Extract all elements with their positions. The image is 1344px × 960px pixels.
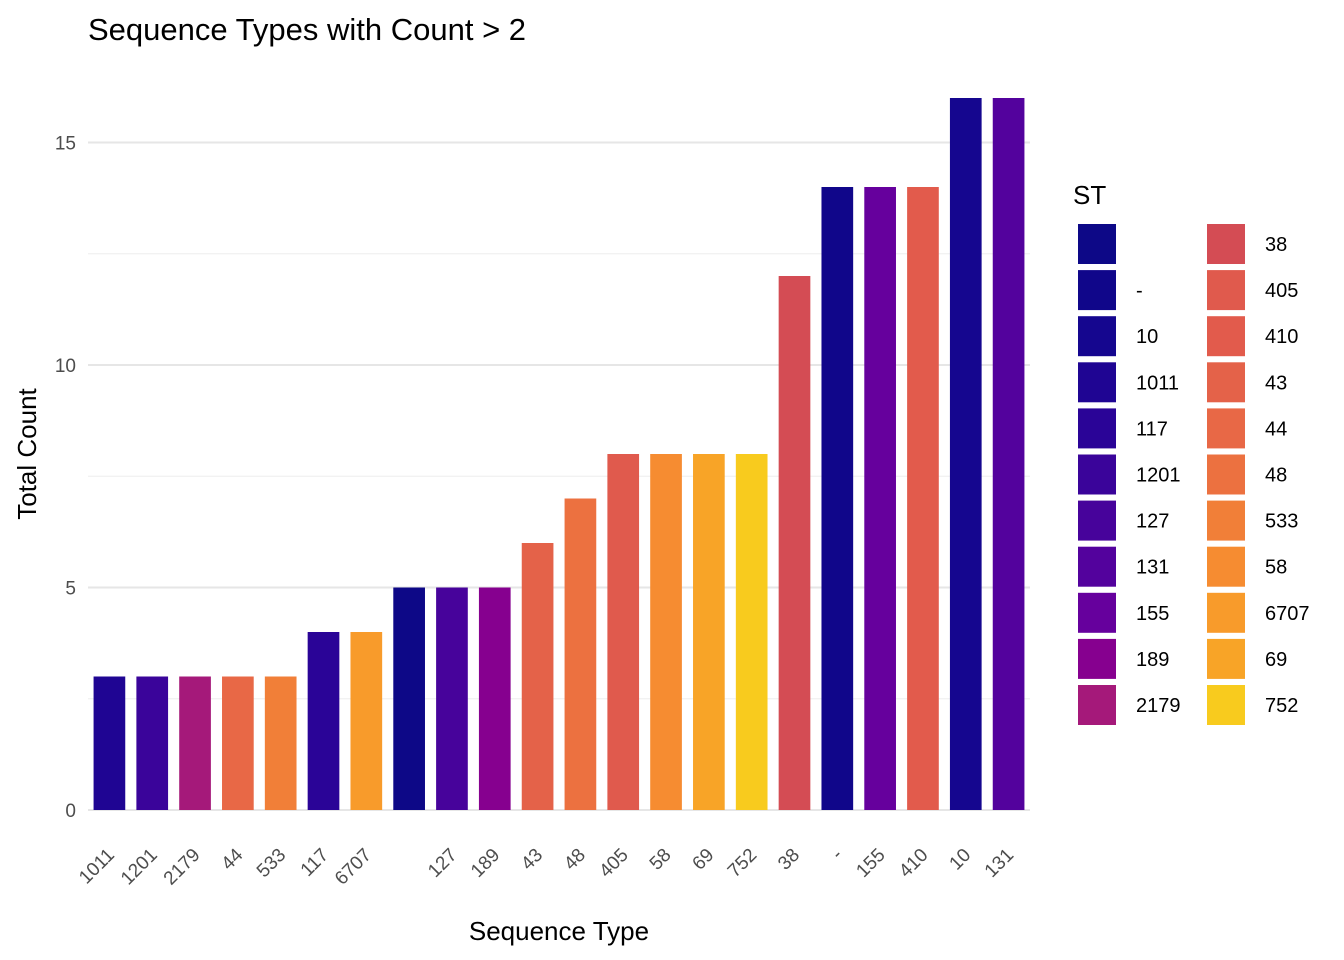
legend-key (1207, 592, 1245, 633)
legend-label: 10 (1136, 326, 1158, 348)
x-tick-label: 1201 (117, 845, 162, 890)
legend-label: 533 (1265, 511, 1298, 533)
y-tick-label: 0 (65, 801, 76, 822)
x-tick-label: 2179 (160, 845, 205, 890)
legend-label: 43 (1265, 372, 1287, 394)
x-tick-label: 117 (297, 845, 333, 881)
legend-key (1078, 546, 1116, 587)
bar (650, 454, 682, 810)
bar (179, 676, 211, 810)
x-tick-label: 131 (981, 845, 1018, 882)
y-tick-label: 5 (65, 579, 76, 600)
x-tick-label: 10 (946, 845, 976, 875)
legend-label: 2179 (1136, 695, 1181, 717)
legend-label: 58 (1265, 557, 1287, 579)
legend-label: 189 (1136, 649, 1169, 671)
legend-label: 405 (1265, 280, 1298, 302)
legend-key (1078, 454, 1116, 495)
bars (93, 98, 1025, 810)
bar (307, 632, 340, 810)
legend-key (1207, 454, 1245, 495)
legend-key (1078, 316, 1116, 357)
y-tick-label: 15 (55, 134, 76, 155)
x-tick-label: 410 (895, 845, 932, 882)
legend-key (1207, 638, 1245, 679)
bar (693, 454, 725, 810)
x-tick-label: 127 (424, 845, 461, 882)
bar (136, 676, 169, 810)
legend-label: 127 (1136, 511, 1169, 533)
bar (436, 587, 468, 810)
chart-title: Sequence Types with Count > 2 (88, 12, 526, 47)
x-tick-label: 44 (218, 844, 248, 874)
y-axis-title: Total Count (12, 387, 42, 519)
legend-key (1207, 500, 1245, 541)
bar (521, 543, 554, 810)
legend-key (1207, 546, 1245, 587)
legend: ST - 10 1011 117 1201 127 131 155 189 2179 38 405 41… (1073, 180, 1310, 725)
x-tick-label: 69 (689, 845, 719, 875)
x-tick-label: 48 (560, 845, 590, 875)
y-axis-ticks: 0 5 10 15 (55, 134, 76, 823)
x-tick-label: 533 (253, 845, 290, 882)
x-tick-label: 405 (595, 845, 632, 882)
legend-key (1207, 224, 1245, 264)
bar (264, 676, 297, 810)
bar (864, 187, 896, 810)
bar (222, 676, 254, 810)
legend-key (1207, 362, 1245, 403)
legend-label: 131 (1136, 557, 1169, 579)
bar (564, 498, 597, 810)
legend-key (1078, 500, 1116, 541)
x-tick-label: 752 (724, 845, 761, 882)
legend-label: 155 (1136, 603, 1169, 625)
x-tick-label: 38 (774, 845, 804, 875)
legend-label: - (1136, 280, 1143, 302)
legend-label: 1011 (1136, 372, 1179, 394)
legend-label: 117 (1136, 418, 1168, 440)
legend-label: 6707 (1265, 603, 1310, 625)
x-tick-label: 155 (852, 845, 889, 882)
x-tick-label: 6707 (331, 845, 376, 890)
bar (949, 98, 982, 810)
legend-label: 48 (1265, 465, 1287, 487)
bar (393, 587, 425, 810)
x-tick-label: - (828, 845, 847, 864)
bar (735, 454, 768, 810)
legend-key (1207, 685, 1245, 725)
legend-label: 1201 (1136, 465, 1181, 487)
x-tick-label: 43 (517, 845, 547, 875)
bar (478, 587, 511, 810)
legend-label: 38 (1265, 234, 1287, 256)
bar (992, 98, 1025, 810)
legend-label: 44 (1265, 418, 1287, 440)
legend-title: ST (1073, 180, 1106, 210)
legend-key (1078, 592, 1116, 633)
x-tick-label: 1011 (75, 845, 119, 889)
legend-label: 752 (1265, 695, 1298, 717)
x-tick-label: 189 (467, 845, 504, 882)
legend-label: 410 (1265, 326, 1298, 348)
y-tick-label: 10 (55, 356, 76, 377)
legend-key (1078, 362, 1116, 403)
bar (93, 676, 126, 810)
legend-key (1207, 270, 1245, 311)
legend-key (1207, 408, 1245, 449)
x-axis-title: Sequence Type (469, 916, 649, 946)
legend-key (1078, 685, 1116, 725)
legend-key (1078, 408, 1116, 449)
bar (350, 632, 383, 810)
x-tick-label: 58 (646, 845, 676, 875)
bar (907, 187, 939, 810)
legend-key (1078, 224, 1116, 264)
legend-key (1078, 270, 1116, 311)
legend-label: 69 (1265, 649, 1287, 671)
legend-key (1078, 638, 1116, 679)
bar (821, 187, 854, 810)
bar (778, 276, 811, 810)
legend-key (1207, 316, 1245, 357)
bar (607, 454, 640, 810)
